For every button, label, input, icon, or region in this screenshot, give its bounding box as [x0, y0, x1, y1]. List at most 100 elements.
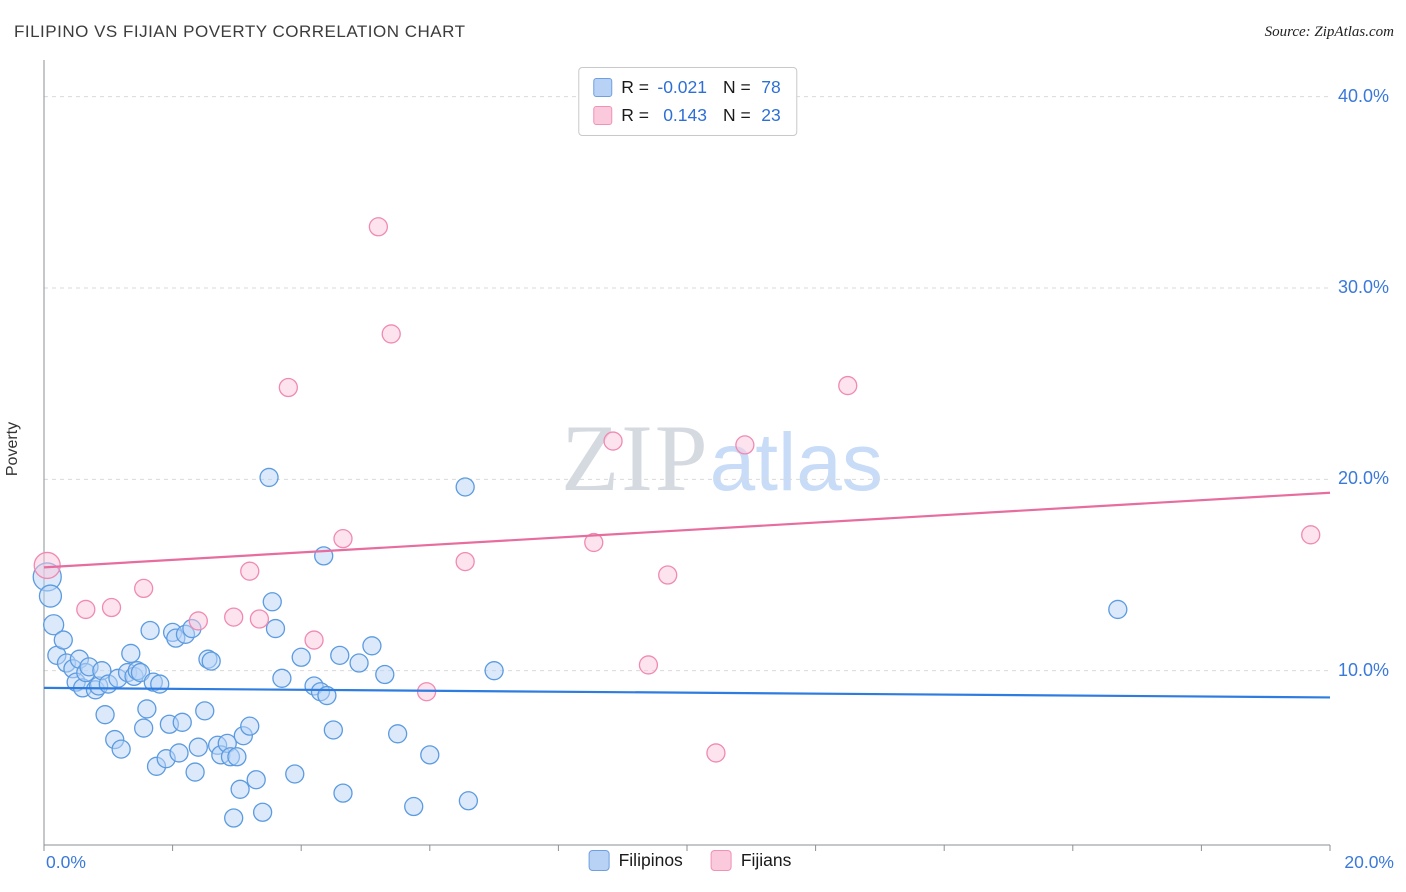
filipinos-trend-line — [43, 686, 1331, 699]
zipatlas-watermark: ZIPatlas — [561, 403, 883, 513]
filipinos-data-point — [53, 630, 73, 650]
filipinos-data-point — [130, 662, 151, 683]
fijians-data-point — [381, 324, 401, 344]
legend-row-fijians: R = 0.143 N = 23 — [593, 105, 781, 126]
n-label: N = — [723, 105, 751, 125]
fijians-data-point — [658, 565, 678, 585]
filipinos-data-point — [404, 796, 424, 817]
filipinos-data-point — [201, 651, 221, 671]
filipinos-data-point — [259, 467, 279, 488]
fijians-data-point — [603, 431, 623, 451]
filipinos-data-point — [455, 477, 475, 497]
n-value: 23 — [761, 105, 781, 125]
filipinos-data-point — [484, 661, 504, 681]
filipinos-data-point — [349, 653, 369, 673]
filipinos-data-point — [188, 737, 208, 757]
filipinos-data-point — [387, 724, 408, 744]
filipinos-data-point — [140, 620, 160, 641]
filipinos-data-point — [314, 546, 334, 566]
filipinos-data-point — [252, 802, 273, 822]
fijians-data-point — [188, 611, 208, 631]
fijians-trend-line — [43, 491, 1331, 569]
r-label: R = — [621, 105, 649, 125]
filipinos-data-point — [265, 618, 286, 639]
fijians-data-point — [368, 217, 389, 237]
filipinos-data-point — [240, 716, 260, 736]
r-value: 0.143 — [663, 105, 707, 125]
fijians-data-point — [455, 551, 475, 572]
fijians-data-point — [735, 435, 755, 455]
filipinos-data-point — [246, 770, 266, 790]
filipinos-data-point — [285, 764, 305, 784]
fijians-data-point — [249, 609, 270, 629]
filipinos-data-point — [375, 664, 395, 685]
fijians-data-point — [224, 607, 244, 627]
legend-item-filipinos: Filipinos — [588, 850, 683, 871]
series-legend: Filipinos Fijians — [588, 850, 792, 871]
filipinos-data-point — [150, 674, 170, 694]
filipinos-data-point — [195, 701, 215, 721]
y-tick-40: 40.0% — [1338, 86, 1390, 106]
y-tick-30: 30.0% — [1338, 277, 1390, 297]
filipinos-data-point — [172, 712, 192, 732]
filipinos-data-point — [272, 668, 292, 688]
legend-row-filipinos: R = -0.021 N = 78 — [593, 77, 781, 98]
fijians-data-point — [638, 655, 659, 675]
filipinos-data-point — [362, 636, 382, 656]
fijians-data-point — [304, 630, 324, 650]
filipinos-data-point — [111, 739, 131, 759]
filipinos-data-point — [169, 743, 189, 763]
filipinos-data-point — [227, 747, 247, 767]
filipinos-data-point — [121, 643, 141, 664]
fijians-swatch-icon — [593, 106, 613, 125]
fijians-data-point — [134, 578, 154, 599]
filipinos-data-point — [323, 720, 344, 740]
watermark-zip-text: ZIP — [561, 405, 710, 511]
fijians-data-point — [1301, 525, 1321, 545]
r-label: R = — [621, 77, 649, 97]
fijians-data-point — [838, 375, 858, 396]
filipinos-swatch-icon — [593, 78, 613, 97]
filipinos-data-point — [230, 779, 250, 799]
source-attribution: Source: ZipAtlas.com — [1264, 24, 1394, 40]
filipinos-swatch-icon — [588, 850, 610, 871]
filipinos-data-point — [38, 584, 63, 608]
x-tick-min: 0.0% — [46, 852, 86, 872]
page-title: FILIPINO VS FIJIAN POVERTY CORRELATION C… — [14, 22, 466, 41]
fijians-data-point — [33, 551, 61, 580]
filipinos-data-point — [134, 718, 154, 738]
filipinos-data-point — [330, 645, 350, 666]
y-tick-20: 20.0% — [1338, 468, 1390, 488]
x-tick-max: 20.0% — [1344, 852, 1394, 872]
r-value: -0.021 — [657, 77, 707, 97]
n-label: N = — [723, 77, 751, 97]
y-tick-10: 10.0% — [1338, 660, 1390, 680]
fijians-data-point — [333, 528, 353, 549]
filipinos-data-point — [458, 791, 479, 811]
legend-item-fijians: Fijians — [710, 850, 792, 871]
fijians-data-point — [584, 532, 604, 553]
filipinos-data-point — [137, 699, 157, 719]
fijians-swatch-icon — [710, 850, 732, 871]
correlation-legend: R = -0.021 N = 78 R = 0.143 N = 23 — [578, 67, 798, 136]
fijians-data-point — [278, 377, 298, 398]
fijians-data-point — [706, 743, 726, 763]
filipinos-data-point — [262, 592, 282, 612]
watermark-atlas-text: atlas — [709, 417, 883, 508]
legend-item-label: Fijians — [740, 850, 792, 870]
filipinos-data-point — [42, 614, 65, 636]
filipinos-data-point — [224, 808, 244, 828]
legend-item-label: Filipinos — [618, 850, 683, 870]
fijians-data-point — [240, 561, 260, 581]
filipinos-data-point — [291, 647, 311, 667]
fijians-data-point — [76, 599, 96, 620]
filipinos-data-point — [420, 745, 440, 765]
filipinos-data-point — [333, 783, 353, 803]
n-value: 78 — [761, 77, 781, 97]
fijians-data-point — [101, 597, 122, 618]
filipinos-data-point — [1108, 599, 1128, 620]
y-axis-label: Poverty — [4, 421, 22, 477]
filipinos-data-point — [95, 705, 115, 725]
filipinos-data-point — [185, 762, 205, 782]
